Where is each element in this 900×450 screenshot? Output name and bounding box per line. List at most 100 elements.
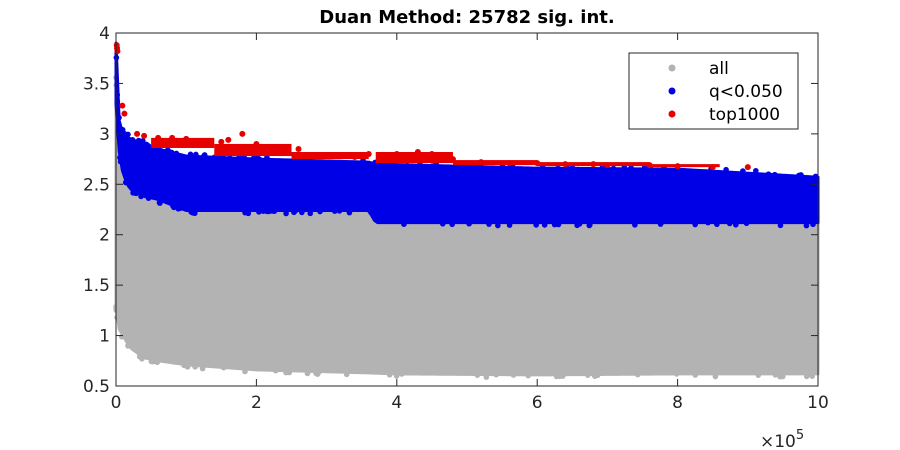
y-tick-label: 2 [99,226,110,246]
data-point [393,151,400,158]
data-point [493,371,499,378]
data-point [809,373,815,379]
data-point [199,365,206,372]
legend-entry: q<0.050 [668,82,783,102]
legend: all q<0.050 top1000 [628,52,799,130]
x-tick-label: 2 [251,393,262,413]
data-point [317,208,323,215]
data-point [256,156,263,162]
legend-label: all [709,59,729,79]
data-point [260,208,267,214]
data-point [594,372,601,379]
data-point [116,114,122,121]
legend-entry: all [668,59,729,79]
data-point [590,161,597,168]
data-point [270,208,277,214]
data-point [495,222,501,229]
data-point [193,151,199,158]
data-point [117,158,124,165]
data-point [170,203,176,209]
series-top1000 [113,42,751,171]
data-point [256,209,262,215]
data-point [282,158,288,164]
data-point [141,132,148,139]
data-point [559,373,566,379]
data-point [755,372,762,378]
data-point [551,221,558,228]
data-point [712,373,719,380]
data-point [191,210,198,217]
data-point [119,126,126,133]
data-point [272,367,279,374]
data-point [518,166,525,172]
data-point [534,160,541,167]
data-point [264,154,270,161]
legend-marker [668,64,676,72]
data-point [692,221,698,228]
data-point [164,147,171,153]
data-point [483,374,490,380]
data-point [331,208,338,214]
data-point [222,156,228,162]
data-point [304,370,311,377]
series-band [214,143,292,157]
data-point [812,173,819,180]
series-band [291,152,369,160]
y-tick-label: 1 [99,327,110,347]
legend-marker [668,87,676,95]
data-point [119,333,125,340]
data-point [803,222,810,229]
data-point [587,222,593,228]
x-tick-label: 0 [111,393,122,413]
data-point [714,221,720,228]
axis-ticks: 0 2 4 6 8 10 0.5 1 1.5 2 2.5 3 3.5 4 [83,24,829,413]
data-point [114,314,120,321]
data-point [351,154,358,161]
data-point [145,143,152,149]
data-point [628,165,634,171]
data-point [709,164,716,171]
data-point [201,152,208,158]
data-point [343,371,350,378]
data-point [657,221,664,227]
data-point [401,221,407,227]
data-point [798,172,804,178]
data-point [692,372,699,378]
y-tick-label: 2.5 [83,175,110,195]
legend-entry: top1000 [668,105,780,125]
data-point [589,166,595,173]
data-point [190,138,197,145]
data-point [439,220,446,227]
svg-text:×105: ×105 [760,428,804,450]
legend-label: top1000 [709,105,780,125]
data-point [525,372,532,379]
data-point [510,372,517,378]
data-point [283,210,289,217]
data-point [369,161,376,168]
data-point [541,222,548,228]
data-point [220,364,227,371]
data-point [225,136,232,143]
data-point [474,372,481,378]
data-point [533,222,539,228]
data-point [662,167,669,174]
data-point [155,134,162,141]
data-point [777,222,784,229]
data-point [242,368,248,375]
data-point [183,135,190,142]
legend-label: q<0.050 [709,82,783,102]
data-point [674,163,681,170]
data-point [753,167,759,174]
data-point [733,221,739,228]
data-point [184,364,191,370]
data-point [130,188,137,195]
data-point [428,151,435,158]
data-point [386,372,393,378]
data-point [379,153,386,160]
y-tick-label: 3 [99,125,110,145]
data-point [192,363,198,370]
data-point [336,208,343,214]
data-point [145,195,152,201]
data-point [466,220,472,227]
data-point [239,130,246,137]
